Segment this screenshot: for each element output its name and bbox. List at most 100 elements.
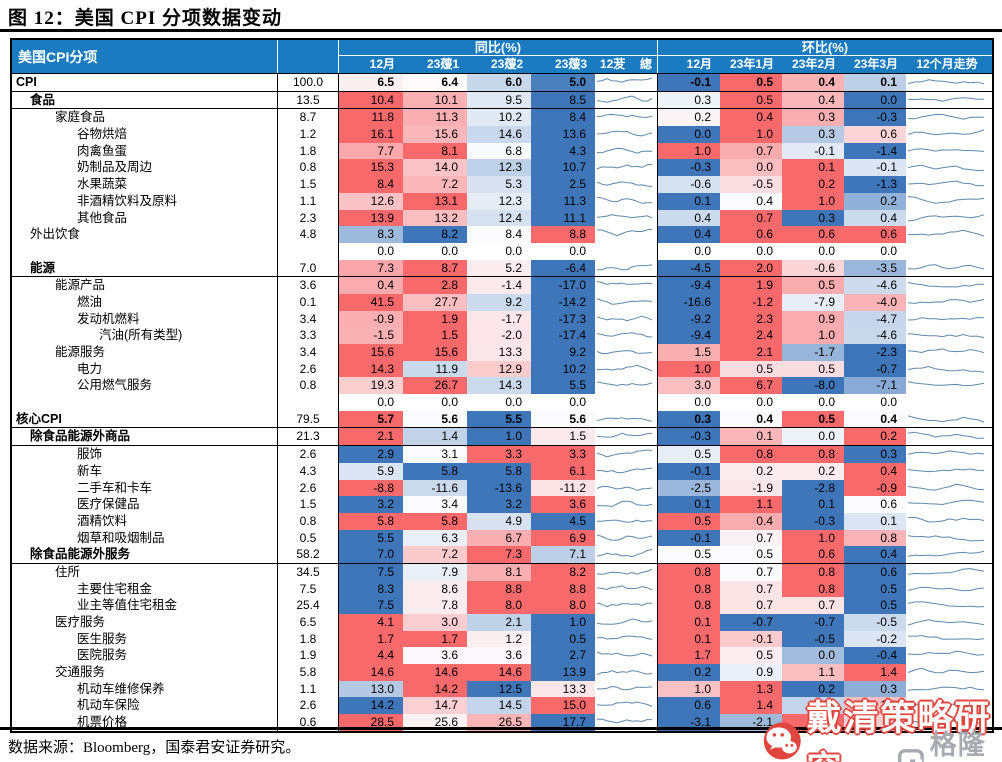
yoy-cell: 8.8 [531,580,595,598]
yoy-spark-cell [595,697,658,715]
table-row: 医疗保健品 1.5 3.2 3.4 3.2 3.6 0.1 1.1 0.1 0.6 [12,496,992,513]
yoy-spark-cell [595,496,658,513]
mom-spark-cell [906,126,992,143]
yoy-cell: 8.4 [339,176,403,193]
yoy-cell: 1.9 [403,310,467,328]
mom-cell: 0.1 [782,159,844,177]
mom-cell: 0.5 [782,277,844,294]
row-weight: 1.2 [278,126,339,143]
yoy-spark-cell [595,242,658,260]
sparkline [907,333,985,339]
yoy-cell: 3.1 [403,446,467,463]
yoy-cell: 8.1 [403,142,467,160]
sparkline [907,415,985,423]
row-weight: 79.5 [278,410,339,428]
row-weight: 0.8 [278,512,339,530]
sparkline [596,602,652,608]
sparkline [907,551,985,558]
mom-cell: 0.4 [720,192,782,210]
sparkline [596,130,653,137]
mom-cell: 0.8 [658,597,720,614]
yoy-cell: 15.6 [339,344,403,361]
table-row: 主要住宅租金 7.5 8.3 8.6 8.8 8.8 0.8 0.7 0.8 0.5 [12,580,992,598]
mom-spark-cell [906,192,992,210]
mom-spark-cell [906,360,992,378]
sparkline [596,449,653,458]
yoy-spark-cell [595,462,658,480]
yoy-cell: 15.3 [339,159,403,177]
mom-spark-cell [906,176,992,193]
yoy-cell: 0.0 [531,394,595,411]
mom-cell: -0.1 [658,529,720,547]
mom-cell: -2.5 [658,479,720,497]
mom-cell [782,714,844,731]
mom-cell: 0.5 [720,360,782,378]
yoy-cell: 0.0 [403,394,467,411]
yoy-cell: 1.7 [339,630,403,648]
sparkline [907,213,985,221]
mom-cell: -7.1 [844,377,906,395]
mom-cell: 0.4 [782,74,844,91]
mom-spark-cell [906,226,992,243]
row-weight: 3.4 [278,344,339,361]
sparkline [596,618,653,625]
mom-cell: 2.3 [720,310,782,328]
yoy-cell: 8.5 [531,91,595,109]
yoy-cell: 5.8 [339,512,403,530]
mom-cell: 1.0 [658,142,720,160]
row-weight: 2.6 [278,479,339,497]
yoy-cell: 6.5 [339,74,403,91]
mom-cell: -1.4 [844,142,906,160]
sparkline [596,635,653,640]
yoy-spark-cell [595,580,658,598]
yoy-cell: 6.4 [403,74,467,91]
yoy-cell: 0.0 [467,394,531,411]
table-row: 水果蔬菜 1.5 8.4 7.2 5.3 2.5 -0.6 -0.5 0.2 -1.3 [12,176,992,193]
row-name: 能源产品 [12,277,278,294]
yoy-cell: 7.5 [339,597,403,614]
row-weight: 3.4 [278,310,339,328]
mom-cell: -16.6 [658,293,720,311]
mom-spark-cell [906,327,992,344]
yoy-cell: 10.1 [403,91,467,109]
yoy-spark-cell [595,159,658,177]
row-weight: 25.4 [278,597,339,614]
row-weight: 6.5 [278,614,339,631]
mom-cell: -0.1 [720,630,782,648]
yoy-cell: 5.7 [339,410,403,428]
table-row: 新车 4.3 5.9 5.8 5.8 6.1 -0.1 0.2 0.2 0.4 [12,462,992,480]
mom-cell: 0.8 [658,580,720,598]
yoy-cell: 8.8 [467,580,531,598]
mom-cell: 0.3 [844,446,906,463]
mom-cell: 0.0 [782,647,844,665]
mom-cell: 0.4 [720,512,782,530]
row-name: 机动车保险 [12,697,278,715]
row-name: 交通服务 [12,664,278,681]
mom-spark-cell [906,563,992,581]
table-row: 机票价格 0.6 28.5 25.6 26.5 17.7 -3.1 -2.1 [12,714,992,731]
row-weight: 4.3 [278,462,339,480]
mom-cell: 0.6 [844,126,906,143]
mom-cell: 0.3 [658,91,720,109]
mom-cell: -0.1 [658,462,720,480]
yoy-cell: -0.9 [339,310,403,328]
corner-header: 美国CPI分项 [12,40,278,73]
mom-cell: 0.2 [658,109,720,127]
yoy-cell: 0.0 [403,242,467,260]
mom-cell: 0.5 [782,410,844,428]
mom-cell: -4.6 [844,277,906,294]
yoy-cell: 13.3 [467,344,531,361]
mom-cell: -0.6 [782,259,844,277]
yoy-cell: 7.3 [339,259,403,277]
yoy-cell: 12.9 [467,360,531,378]
yoy-cell: 10.4 [339,91,403,109]
sparkline [907,534,985,541]
mom-cell: -0.7 [782,614,844,631]
row-weight: 2.6 [278,697,339,715]
mom-spark-cell [906,259,992,277]
yoy-cell: 19.3 [339,377,403,395]
mom-spark-cell [906,209,992,227]
yoy-spark-cell [595,226,658,243]
table-row: 除食品能源外服务 58.2 7.0 7.2 7.3 7.1 0.5 0.5 0.6 0.4 [12,546,992,564]
yoy-cell: 7.7 [339,142,403,160]
